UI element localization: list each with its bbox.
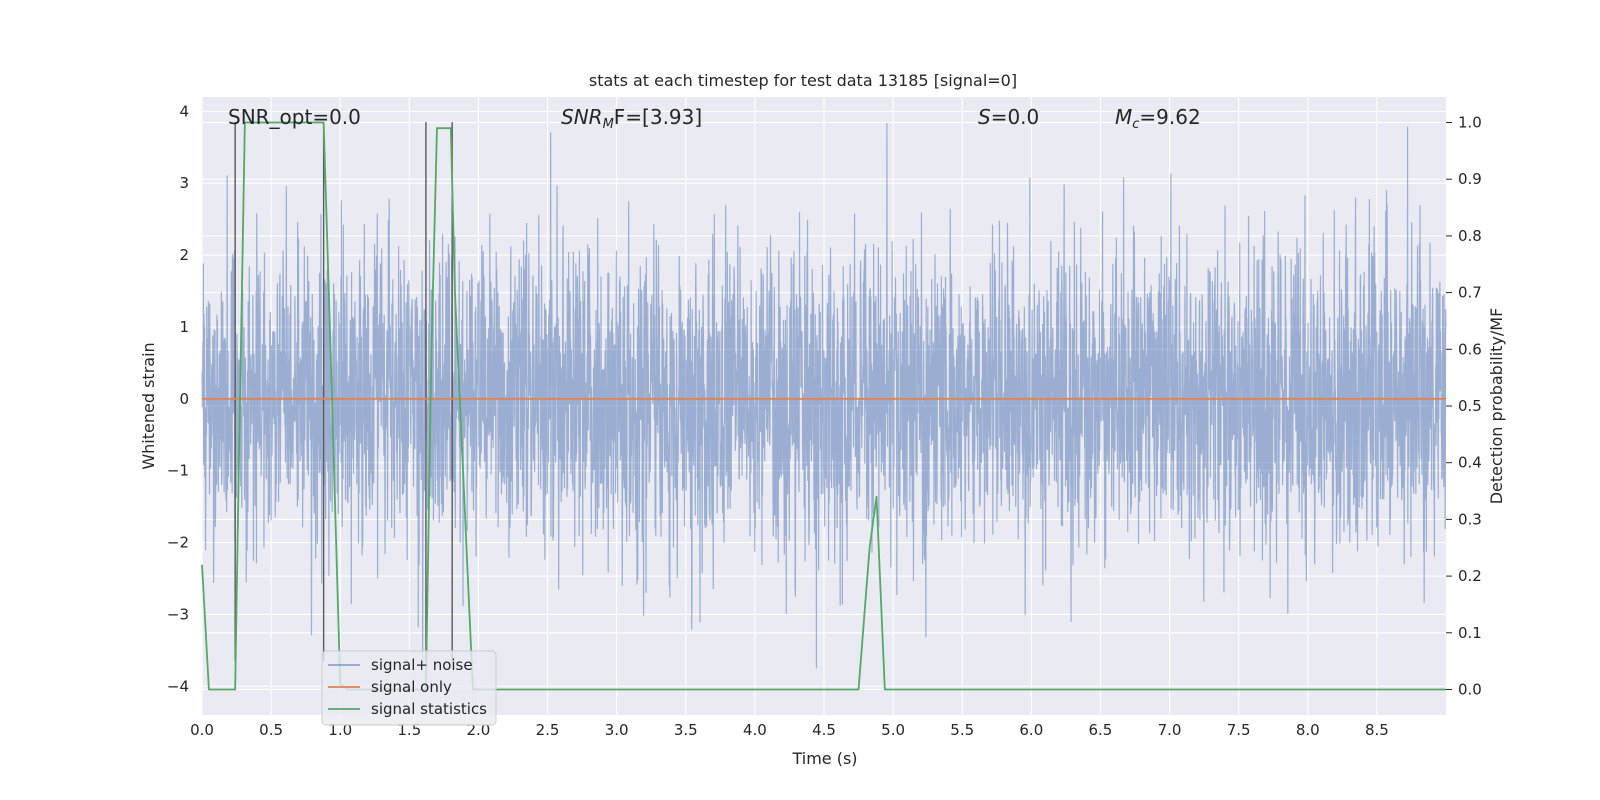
- y-tick-label: 0: [179, 390, 189, 408]
- x-tick-label: 4.5: [812, 721, 836, 739]
- snr-mf-annotation: SNRMF=[3.93]: [561, 105, 702, 132]
- y2-tick-label: 0.8: [1458, 227, 1482, 245]
- snr-mf-value: F=[3.93]: [614, 105, 702, 129]
- x-tick-label: 7.0: [1158, 721, 1182, 739]
- legend: signal+ noise signal only signal statist…: [321, 650, 497, 726]
- y-tick-label: −3: [167, 605, 189, 623]
- y2-tick-label: 0.6: [1458, 340, 1482, 358]
- x-tick-label: 3.0: [605, 721, 629, 739]
- y2-tick-label: 0.0: [1458, 680, 1482, 698]
- mc-annotation: Mc=9.62: [1115, 105, 1201, 132]
- snr-opt-annotation: SNR_opt=0.0: [228, 105, 361, 129]
- x-tick-label: 8.5: [1365, 721, 1389, 739]
- mc-value: =9.62: [1139, 105, 1200, 129]
- y2-tick-label: 0.4: [1458, 454, 1482, 472]
- x-tick-label: 0.5: [259, 721, 283, 739]
- y2-tick-label: 0.7: [1458, 284, 1482, 302]
- y-tick-label: −4: [167, 677, 189, 695]
- chart-title: stats at each timestep for test data 131…: [589, 71, 1017, 90]
- x-tick-label: 3.5: [674, 721, 698, 739]
- s-value: =0.0: [991, 105, 1040, 129]
- x-tick-label: 2.5: [536, 721, 560, 739]
- legend-label-noise: signal+ noise: [371, 656, 473, 674]
- legend-label-stat: signal statistics: [371, 700, 487, 718]
- x-tick-label: 5.0: [881, 721, 905, 739]
- y2-axis-label: Detection probability/MF: [1487, 308, 1506, 505]
- y-tick-label: 2: [179, 246, 189, 264]
- signal-statistics-line: [201, 121, 1446, 691]
- mc-subscript: c: [1132, 117, 1139, 132]
- y2-tick-label: 0.1: [1458, 624, 1482, 642]
- snr-mf-subscript: M: [603, 117, 614, 132]
- x-tick-label: 0.0: [190, 721, 214, 739]
- y2-tick-label: 1.0: [1458, 114, 1482, 132]
- y-tick-label: 3: [179, 174, 189, 192]
- y-tick-label: 1: [179, 318, 189, 336]
- signal-noise-series: [201, 122, 1447, 669]
- snr-mf-variable: SNR: [561, 105, 603, 129]
- s-annotation: S=0.0: [978, 105, 1039, 129]
- y-tick-label: −1: [167, 462, 189, 480]
- x-tick-label: 5.5: [950, 721, 974, 739]
- signal-noise-line: [201, 122, 1447, 669]
- x-tick-label: 8.0: [1296, 721, 1320, 739]
- y2-tick-label: 0.3: [1458, 510, 1482, 528]
- mc-variable: M: [1115, 105, 1132, 129]
- x-tick-label: 7.5: [1227, 721, 1251, 739]
- legend-box: [321, 650, 497, 726]
- x-axis-label: Time (s): [791, 749, 857, 768]
- s-variable: S: [978, 105, 991, 129]
- legend-label-signal: signal only: [371, 678, 452, 696]
- x-tick-label: 6.5: [1089, 721, 1113, 739]
- tick-labels: 0.0 0.5 1.0 1.5 2.0 2.5 3.0 3.5 4.0 4.5 5.0 5.5 6.0 6…: [167, 102, 1482, 739]
- y-tick-label: −2: [167, 534, 189, 552]
- y2-tick-label: 0.5: [1458, 397, 1482, 415]
- y2-tick-label: 0.2: [1458, 567, 1482, 585]
- line-series: [201, 121, 1446, 691]
- y-tick-label: 4: [179, 102, 189, 120]
- y-axis-label: Whitened strain: [139, 342, 158, 469]
- y2-tick-label: 0.9: [1458, 170, 1482, 188]
- x-tick-label: 4.0: [743, 721, 767, 739]
- x-tick-label: 6.0: [1019, 721, 1043, 739]
